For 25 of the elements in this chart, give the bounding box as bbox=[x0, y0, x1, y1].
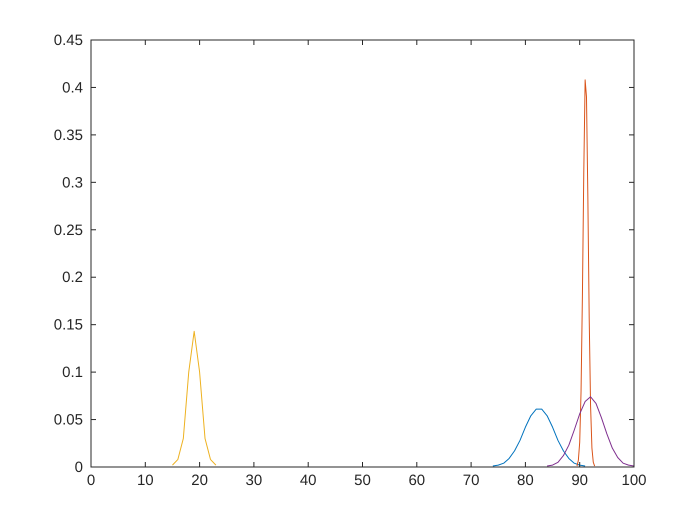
line-series bbox=[492, 408, 586, 467]
y-tick-label: 0 bbox=[74, 459, 83, 476]
x-tick-label: 40 bbox=[300, 472, 317, 489]
x-tick-label: 80 bbox=[517, 472, 534, 489]
y-tick-label: 0.1 bbox=[62, 364, 83, 382]
x-tick-label: 50 bbox=[354, 472, 371, 489]
y-tick-label: 0.05 bbox=[54, 412, 83, 429]
y-tick-label: 0.45 bbox=[54, 32, 83, 49]
x-tick-label: 0 bbox=[86, 472, 96, 489]
y-tick-label: 0.25 bbox=[54, 222, 83, 239]
line-series bbox=[576, 79, 596, 467]
x-tick-label: 90 bbox=[571, 472, 588, 489]
y-tick-label: 0.15 bbox=[54, 316, 83, 334]
x-tick-label: 100 bbox=[621, 472, 647, 489]
x-tick-label: 30 bbox=[246, 472, 262, 489]
line-series bbox=[172, 330, 216, 466]
x-tick-label: 60 bbox=[408, 472, 426, 489]
y-tick-label: 0.3 bbox=[62, 174, 83, 192]
y-tick-label: 0.35 bbox=[54, 126, 83, 144]
line-series bbox=[546, 396, 634, 467]
y-tick-label: 0.2 bbox=[62, 269, 83, 286]
x-tick-label: 20 bbox=[191, 472, 208, 489]
x-tick-label: 70 bbox=[462, 472, 480, 489]
x-tick-label: 10 bbox=[136, 472, 154, 489]
y-tick-label: 0.4 bbox=[62, 79, 83, 96]
